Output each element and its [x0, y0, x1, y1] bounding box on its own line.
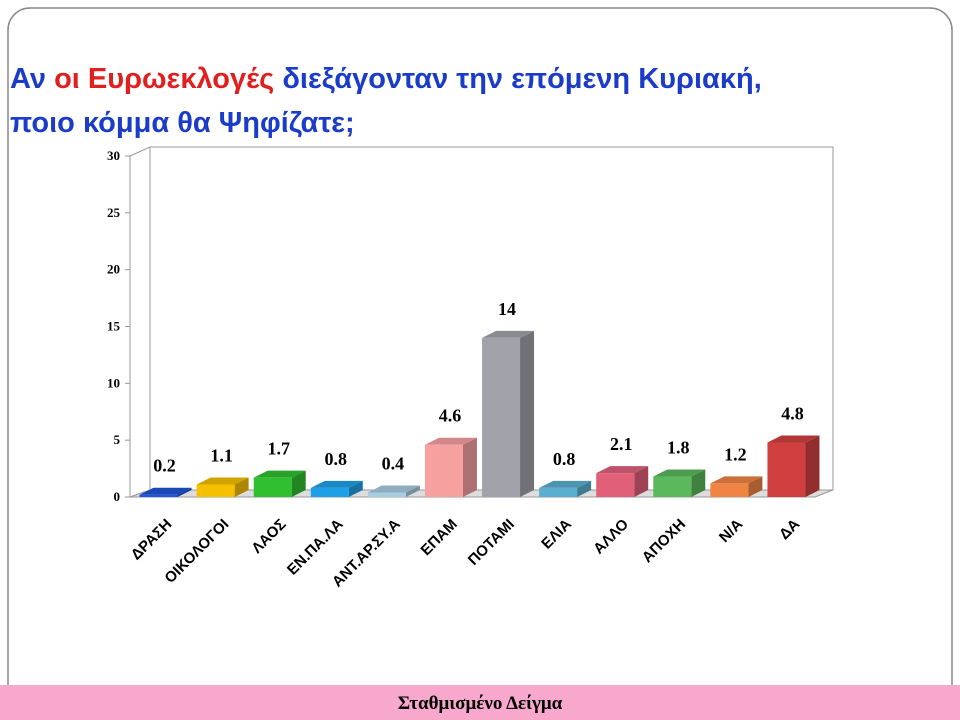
title-line-2: ποιο κόμμα θα Ψηφίζατε; — [10, 107, 355, 139]
y-tick-label: 20 — [107, 262, 120, 277]
data-label: 0.2 — [153, 456, 176, 476]
y-tick-label: 30 — [107, 148, 120, 163]
bar-top — [424, 437, 477, 445]
data-label: 1.1 — [210, 445, 233, 465]
bar — [367, 485, 420, 497]
bar — [424, 437, 477, 497]
y-tick-label: 5 — [114, 432, 121, 447]
bar-top — [596, 466, 649, 474]
bar — [196, 477, 249, 497]
bar-front — [539, 487, 578, 497]
bar-top — [653, 469, 706, 477]
y-tick-label: 0 — [114, 489, 121, 504]
bar-side — [577, 480, 592, 497]
bar-side — [634, 466, 649, 497]
bar-top — [196, 477, 249, 485]
bar-side — [462, 437, 477, 497]
bar — [710, 476, 763, 497]
bar — [653, 469, 706, 497]
data-label: 0.8 — [553, 449, 576, 469]
data-label: 2.1 — [610, 434, 633, 454]
bar-front — [253, 477, 292, 497]
y-tick-label: 25 — [107, 205, 121, 220]
bar-front — [710, 483, 749, 497]
data-label: 1.2 — [724, 444, 747, 464]
title-part: Αν — [10, 63, 46, 95]
bar-side — [805, 435, 820, 497]
bar-front — [139, 494, 178, 497]
bar-top — [139, 487, 192, 495]
bar-top — [539, 480, 592, 488]
bar-side — [348, 480, 363, 497]
data-label: 14 — [498, 299, 516, 319]
bar-side — [748, 476, 763, 497]
bar — [482, 330, 535, 497]
data-label: 1.7 — [267, 439, 290, 459]
bar-top — [310, 480, 363, 488]
bar-side — [177, 487, 192, 497]
y-tick-label: 15 — [107, 319, 121, 334]
y-tick-label: 10 — [107, 375, 120, 390]
footer: Σταθμισμένο Δείγμα — [398, 693, 563, 714]
bar-top — [253, 470, 306, 478]
title-part: διεξάγονταν την επόμενη Κυριακή, — [282, 63, 761, 95]
bar-side — [691, 469, 706, 497]
bar — [539, 480, 592, 497]
bar-side — [291, 470, 306, 497]
bar-side — [234, 477, 249, 497]
bar-top — [767, 435, 820, 443]
bar-top — [482, 330, 535, 338]
bar — [139, 487, 192, 497]
title-part: ποιο κόμμα θα Ψηφίζατε; — [10, 107, 355, 139]
bar — [253, 470, 306, 497]
data-label: 0.8 — [325, 449, 348, 469]
side-wall — [129, 146, 151, 498]
data-label: 1.8 — [667, 438, 690, 458]
bar-side — [405, 485, 420, 497]
bar-front — [310, 487, 349, 497]
bar-front — [196, 484, 235, 497]
bar-top — [710, 476, 763, 484]
title-part: οι Ευρωεκλογές — [54, 63, 274, 95]
footer-bar — [0, 685, 960, 720]
bar-front — [367, 492, 406, 497]
bar-front — [767, 442, 806, 497]
data-label: 0.4 — [382, 453, 405, 473]
bar-front — [482, 337, 521, 497]
bar — [767, 435, 820, 497]
data-label: 4.6 — [439, 406, 462, 426]
bar-front — [424, 444, 463, 497]
bar-front — [596, 473, 635, 497]
bar — [310, 480, 363, 497]
bar-top — [367, 485, 420, 493]
bar-side — [520, 330, 535, 497]
title-line-1: Αν οι Ευρωεκλογές διεξάγονταν την επόμεν… — [10, 63, 762, 95]
bar-front — [653, 476, 692, 497]
bar — [596, 466, 649, 497]
data-label: 4.8 — [781, 403, 804, 423]
